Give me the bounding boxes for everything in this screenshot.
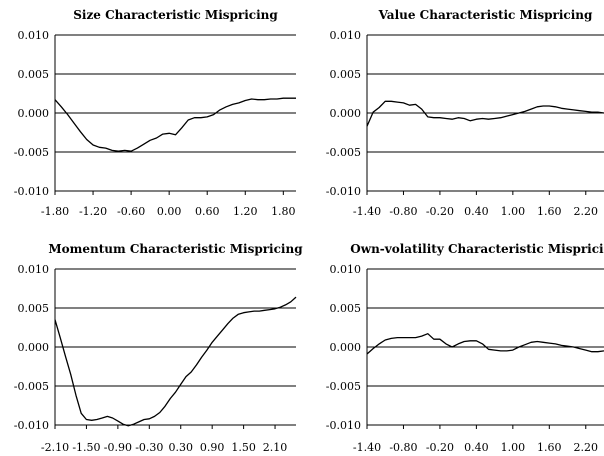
x-tick-label: 1.00: [501, 205, 526, 218]
y-tick-label: 0.000: [330, 107, 362, 120]
y-tick-label: -0.005: [14, 146, 49, 159]
x-tick-label: -0.90: [104, 441, 132, 454]
own-volatility-mispricing-panel: Own-volatility Characteristic Mispricing…: [326, 242, 604, 454]
x-tick-label: -2.10: [41, 441, 69, 454]
chart-title: Size Characteristic Mispricing: [73, 8, 278, 22]
y-tick-label: 0.005: [330, 68, 362, 81]
y-tick-label: 0.010: [330, 29, 362, 42]
x-tick-label: 0.00: [157, 205, 182, 218]
x-tick-label: 1.00: [501, 441, 526, 454]
y-tick-label: -0.010: [14, 419, 49, 432]
x-tick-label: 2.20: [574, 205, 599, 218]
x-tick-label: -0.80: [389, 205, 417, 218]
y-tick-label: -0.005: [14, 380, 49, 393]
series-line: [366, 100, 604, 127]
x-tick-label: 2.10: [263, 441, 288, 454]
y-tick-label: 0.000: [18, 107, 50, 120]
series-line: [54, 296, 297, 427]
x-tick-label: 1.60: [537, 441, 562, 454]
y-tick-label: 0.005: [330, 302, 362, 315]
x-tick-label: -1.40: [353, 441, 381, 454]
x-tick-label: -0.20: [426, 441, 454, 454]
chart-title: Value Characteristic Mispricing: [378, 8, 593, 22]
series-line: [54, 97, 296, 152]
x-tick-label: 0.90: [200, 441, 225, 454]
x-tick-label: 1.80: [271, 205, 296, 218]
y-tick-label: -0.010: [326, 185, 361, 198]
chart-title: Own-volatility Characteristic Mispricing: [350, 242, 604, 256]
x-tick-label: 1.60: [537, 205, 562, 218]
chart-title: Momentum Characteristic Mispricing: [48, 242, 303, 256]
y-tick-label: 0.010: [18, 29, 50, 42]
y-tick-label: 0.005: [18, 68, 50, 81]
y-tick-label: 0.005: [18, 302, 50, 315]
x-tick-label: 0.60: [195, 205, 220, 218]
x-tick-label: 0.40: [464, 441, 489, 454]
y-tick-label: -0.010: [14, 185, 49, 198]
x-tick-label: -1.80: [41, 205, 69, 218]
x-tick-label: -0.30: [135, 441, 163, 454]
x-tick-label: -1.40: [353, 205, 381, 218]
x-tick-label: -0.80: [389, 441, 417, 454]
value-mispricing-panel: Value Characteristic Mispricing 0.010 0.00…: [326, 8, 604, 218]
x-tick-label: 2.20: [574, 441, 599, 454]
y-tick-label: -0.010: [326, 419, 361, 432]
x-tick-label: 1.20: [233, 205, 258, 218]
y-tick-label: -0.005: [326, 146, 361, 159]
y-tick-label: 0.010: [18, 263, 50, 276]
x-tick-label: 0.40: [464, 205, 489, 218]
y-tick-label: 0.010: [330, 263, 362, 276]
x-tick-label: -0.20: [426, 205, 454, 218]
x-tick-label: -1.20: [79, 205, 107, 218]
series-line: [366, 333, 604, 355]
y-tick-label: 0.000: [18, 341, 50, 354]
x-tick-label: 0.30: [168, 441, 193, 454]
y-tick-label: -0.005: [326, 380, 361, 393]
x-tick-label: -0.60: [117, 205, 145, 218]
x-tick-label: 1.50: [231, 441, 256, 454]
momentum-mispricing-panel: Momentum Characteristic Mispricing 0.010 0…: [14, 242, 303, 454]
size-mispricing-panel: Size Characteristic Mispricing 0.010 0.005…: [14, 8, 296, 218]
x-tick-label: -1.50: [72, 441, 100, 454]
y-tick-label: 0.000: [330, 341, 362, 354]
